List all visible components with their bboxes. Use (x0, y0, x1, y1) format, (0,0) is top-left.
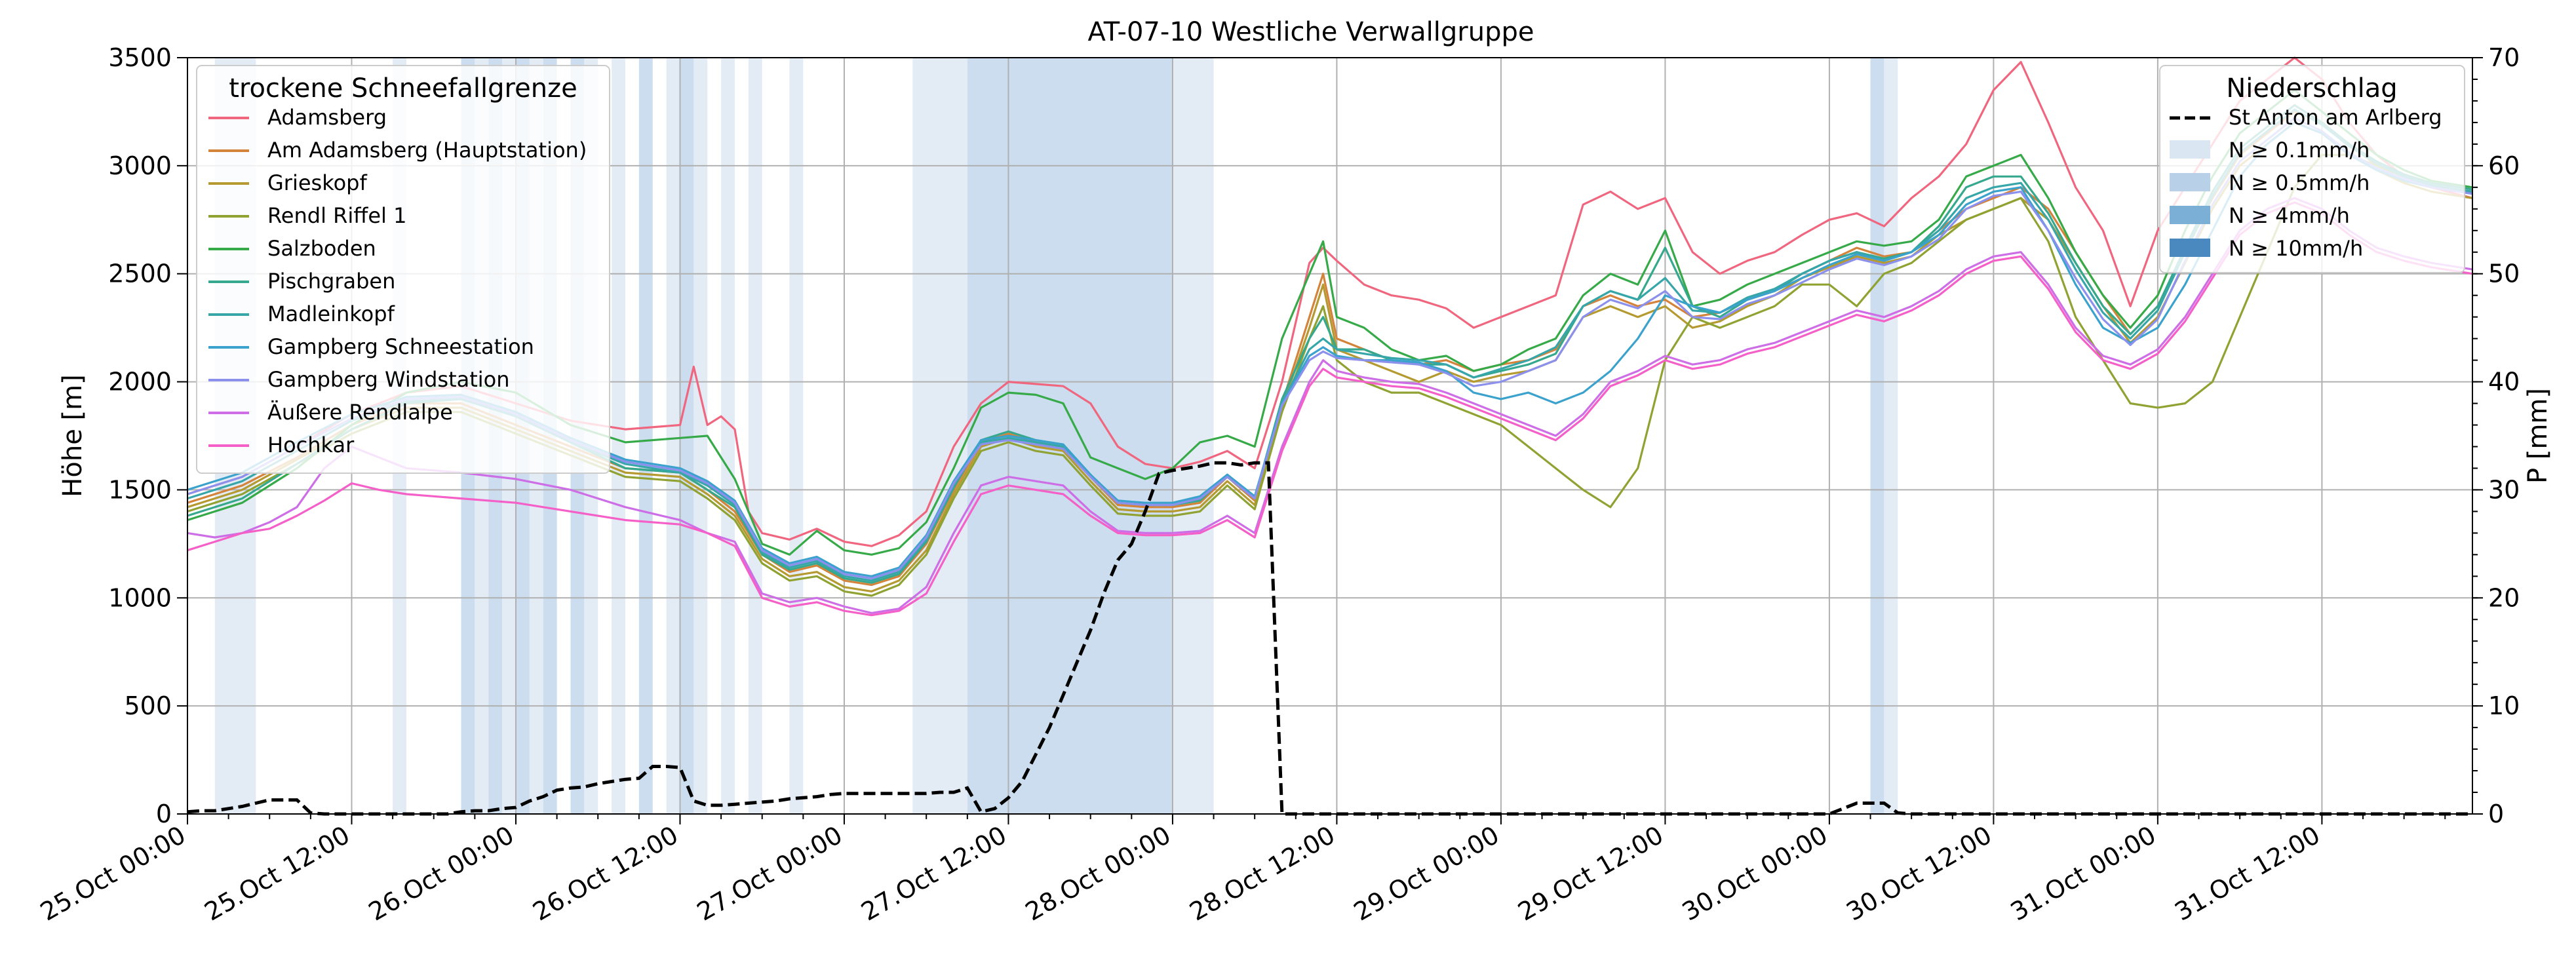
precip-band (666, 58, 680, 814)
legend-right-frame (2159, 65, 2465, 273)
y-tick-label: 3500 (108, 43, 172, 72)
chart-title: AT-07-10 Westliche Verwallgruppe (1088, 17, 1534, 47)
legend-left-label: Madleinkopf (267, 301, 395, 326)
series-line (187, 121, 2473, 577)
y2-tick-label: 30 (2488, 475, 2520, 504)
legend-left-frame (196, 65, 610, 474)
y-tick-label: 2500 (108, 260, 172, 288)
precip-band (1870, 58, 1884, 814)
y-tick-label: 1000 (108, 583, 172, 612)
y-tick-label: 3000 (108, 151, 172, 180)
series-line (187, 153, 2473, 597)
precip-band (638, 58, 653, 814)
legend-right: Niederschlag St Anton am Arlberg N ≥ 0.1m… (2159, 65, 2465, 273)
y-tick-label: 0 (156, 800, 172, 828)
series-line (187, 56, 2473, 547)
y2-tick-label: 20 (2488, 583, 2520, 612)
y-axis-title: Höhe [m] (58, 374, 88, 497)
legend-right-swatch (2170, 206, 2210, 224)
precip-band (789, 58, 804, 814)
legend-left-items: Adamsberg Am Adamsberg (Hauptstation) Grie… (208, 105, 587, 457)
y2-tick-label: 50 (2488, 260, 2520, 288)
series-line (187, 197, 2473, 614)
series-line (187, 108, 2473, 582)
series-line (187, 88, 2473, 556)
legend-left-label: Grieskopf (267, 170, 367, 195)
plot-frame (187, 57, 2473, 815)
precip-band (1884, 58, 1898, 814)
series-line (187, 201, 2473, 617)
y2-tick-label: 70 (2488, 43, 2520, 72)
legend-left-label: Adamsberg (267, 105, 387, 130)
legend-left-label: Salzboden (267, 236, 376, 261)
y2-tick-label: 60 (2488, 151, 2520, 180)
precip-band (612, 58, 625, 814)
legend-right-label: N ≥ 10mm/h (2229, 236, 2363, 261)
legend-right-swatch (2170, 239, 2210, 257)
legend-right-title: Niederschlag (2226, 73, 2397, 104)
legend-left-label: Pischgraben (267, 269, 395, 294)
legend-right-label: N ≥ 0.5mm/h (2229, 170, 2370, 195)
legend-right-items: St Anton am Arlberg N ≥ 0.1mm/h N ≥ 0.5mm/… (2170, 105, 2442, 261)
legend-left: trockene Schneefallgrenze Adamsberg Am Ad… (196, 65, 610, 474)
precip-band (680, 58, 694, 814)
y-tick-label: 1500 (108, 475, 172, 504)
y2-tick-label: 0 (2488, 800, 2504, 828)
legend-right-swatch (2170, 173, 2210, 191)
legend-left-label: Am Adamsberg (Hauptstation) (267, 138, 587, 163)
legend-right-label: N ≥ 0.1mm/h (2229, 138, 2370, 163)
legend-right-label: N ≥ 4mm/h (2229, 203, 2350, 228)
y2-tick-label: 40 (2488, 368, 2520, 396)
legend-right-swatch (2170, 140, 2210, 159)
y2-axis-title: P [mm] (2523, 388, 2553, 484)
precip-band (721, 58, 735, 814)
precip-band (912, 58, 967, 814)
y-tick-label: 2000 (108, 368, 172, 396)
legend-left-title: trockene Schneefallgrenze (229, 73, 577, 104)
legend-left-label: Gampberg Windstation (267, 367, 510, 392)
y2-tick-label: 10 (2488, 691, 2520, 720)
y-tick-label: 500 (124, 691, 172, 720)
series-lines (187, 56, 2473, 617)
legend-left-label: Gampberg Schneestation (267, 334, 534, 359)
legend-left-label: Hochkar (267, 433, 355, 457)
precip-band (748, 58, 762, 814)
legend-right-label: St Anton am Arlberg (2229, 105, 2442, 130)
legend-left-label: Äußere Rendlalpe (267, 400, 453, 425)
series-line (187, 117, 2473, 580)
legend-left-label: Rendl Riffel 1 (267, 203, 406, 228)
precip-band (1172, 58, 1214, 814)
series-line (187, 104, 2473, 584)
